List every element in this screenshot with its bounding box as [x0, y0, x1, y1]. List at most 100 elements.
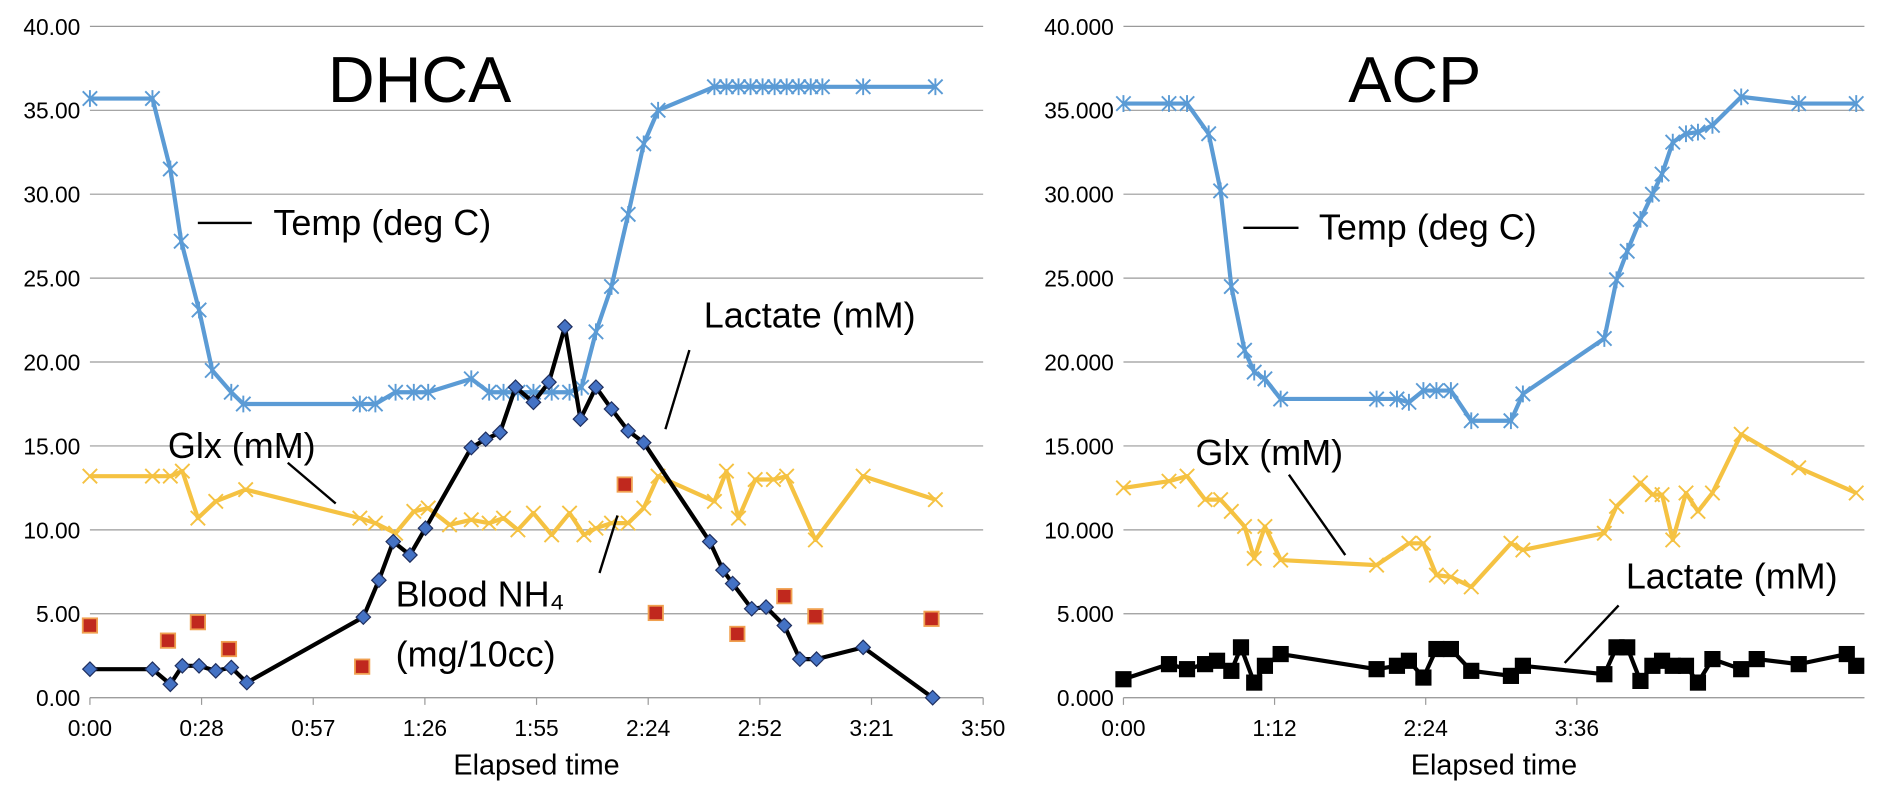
- marker: [603, 400, 620, 418]
- marker: [1608, 271, 1625, 289]
- y-tick-label: 15.00: [23, 433, 80, 459]
- marker: [588, 323, 604, 341]
- marker: [144, 468, 161, 485]
- marker: [1733, 661, 1750, 678]
- series-line: [89, 84, 936, 407]
- marker: [724, 575, 741, 592]
- marker: [1443, 382, 1459, 399]
- marker: [1208, 652, 1226, 669]
- marker: [730, 78, 747, 96]
- marker: [162, 676, 179, 693]
- leader-line: [598, 515, 619, 574]
- marker: [747, 471, 764, 488]
- y-tick-label: 15.000: [1044, 433, 1114, 459]
- x-tick-label: 2:52: [738, 715, 782, 741]
- marker: [603, 278, 620, 295]
- marker: [1596, 330, 1613, 347]
- marker: [1503, 535, 1519, 552]
- marker: [1415, 669, 1432, 686]
- marker: [220, 640, 238, 658]
- marker: [1632, 672, 1649, 690]
- marker: [1514, 657, 1531, 674]
- marker: [1664, 133, 1681, 151]
- marker: [927, 491, 944, 508]
- marker: [82, 90, 98, 107]
- marker: [367, 395, 384, 413]
- marker: [647, 604, 664, 622]
- marker: [1608, 498, 1625, 515]
- marker: [791, 651, 808, 668]
- marker: [1848, 657, 1865, 674]
- marker: [367, 515, 384, 532]
- marker: [706, 78, 723, 96]
- marker: [923, 610, 940, 627]
- y-tick-label: 10.000: [1044, 517, 1114, 543]
- marker: [159, 632, 177, 649]
- marker: [718, 463, 735, 479]
- marker: [730, 510, 747, 526]
- marker: [1246, 550, 1263, 567]
- marker: [354, 658, 371, 675]
- marker: [927, 78, 944, 96]
- marker: [1161, 473, 1177, 490]
- y-tick-label: 5.00: [36, 601, 80, 627]
- marker: [855, 468, 872, 485]
- marker: [82, 468, 98, 485]
- marker: [587, 379, 605, 396]
- marker: [1748, 651, 1765, 668]
- marker: [1232, 639, 1250, 656]
- marker: [173, 232, 190, 250]
- marker: [495, 510, 512, 526]
- series-label: Lactate (mM): [1626, 556, 1838, 597]
- marker: [743, 600, 760, 617]
- y-tick-label: 30.000: [1044, 182, 1114, 208]
- marker: [401, 547, 418, 564]
- marker: [1272, 552, 1289, 568]
- y-tick-label: 30.00: [23, 182, 80, 208]
- series-label: Blood NH₄ (mg/10cc): [395, 575, 565, 675]
- marker: [1463, 579, 1480, 595]
- marker: [543, 527, 560, 543]
- marker: [588, 520, 604, 537]
- marker: [572, 411, 589, 428]
- x-tick-label: 0:57: [291, 715, 335, 741]
- marker: [1401, 393, 1417, 411]
- marker: [1256, 657, 1274, 674]
- marker: [1428, 382, 1445, 399]
- marker: [1463, 412, 1480, 430]
- marker: [1223, 662, 1240, 679]
- y-tick-label: 20.000: [1044, 349, 1114, 375]
- marker: [1664, 657, 1681, 674]
- marker: [1443, 568, 1459, 585]
- marker: [481, 383, 498, 401]
- chart-title: DHCA: [328, 43, 512, 116]
- marker: [1848, 485, 1865, 501]
- marker: [1704, 651, 1721, 668]
- marker: [635, 135, 652, 153]
- marker: [463, 511, 480, 528]
- marker: [1197, 491, 1213, 508]
- marker: [855, 639, 872, 656]
- marker: [477, 431, 494, 448]
- marker: [1178, 661, 1196, 678]
- marker: [807, 532, 824, 548]
- x-tick-label: 3:36: [1555, 715, 1599, 741]
- marker: [1848, 95, 1865, 112]
- marker: [758, 599, 775, 616]
- marker: [924, 689, 941, 706]
- y-tick-label: 5.000: [1057, 601, 1114, 627]
- marker: [237, 481, 254, 498]
- marker: [1223, 278, 1240, 295]
- marker: [1790, 656, 1807, 673]
- marker: [1389, 390, 1405, 408]
- y-tick-label: 10.00: [23, 517, 80, 543]
- marker: [620, 422, 637, 439]
- marker: [729, 625, 746, 643]
- marker: [1704, 117, 1721, 134]
- marker: [1179, 468, 1195, 485]
- marker: [1644, 185, 1661, 203]
- marker: [1368, 557, 1385, 573]
- marker: [1654, 165, 1670, 183]
